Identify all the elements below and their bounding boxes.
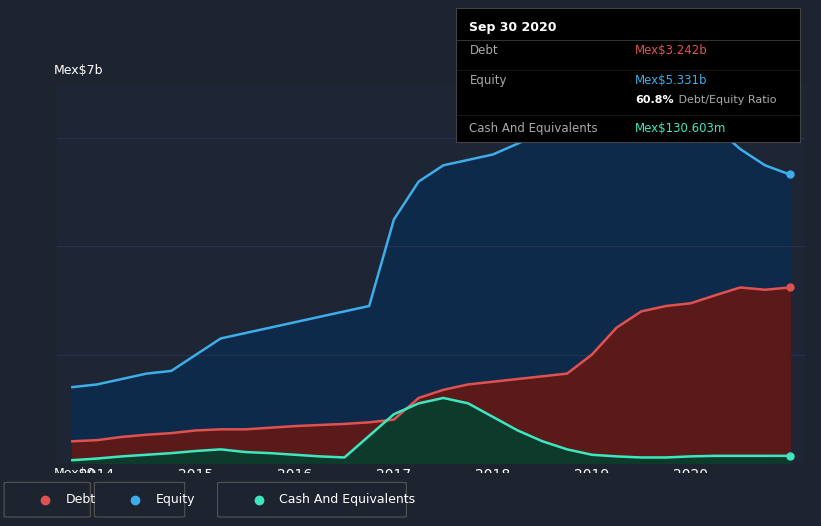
Text: Cash And Equivalents: Cash And Equivalents (279, 493, 415, 506)
Text: Debt: Debt (66, 493, 96, 506)
Text: Mex$5.331b: Mex$5.331b (635, 74, 708, 87)
Text: Mex$3.242b: Mex$3.242b (635, 44, 708, 57)
Text: Cash And Equivalents: Cash And Equivalents (470, 122, 598, 135)
Text: Sep 30 2020: Sep 30 2020 (470, 21, 557, 34)
Text: Debt: Debt (470, 44, 498, 57)
Text: Mex$7b: Mex$7b (53, 64, 103, 77)
Text: Mex$0: Mex$0 (53, 467, 95, 480)
Text: Equity: Equity (156, 493, 195, 506)
Text: 60.8%: 60.8% (635, 95, 673, 105)
Text: Equity: Equity (470, 74, 507, 87)
Text: Debt/Equity Ratio: Debt/Equity Ratio (675, 95, 776, 105)
Text: Mex$130.603m: Mex$130.603m (635, 122, 727, 135)
